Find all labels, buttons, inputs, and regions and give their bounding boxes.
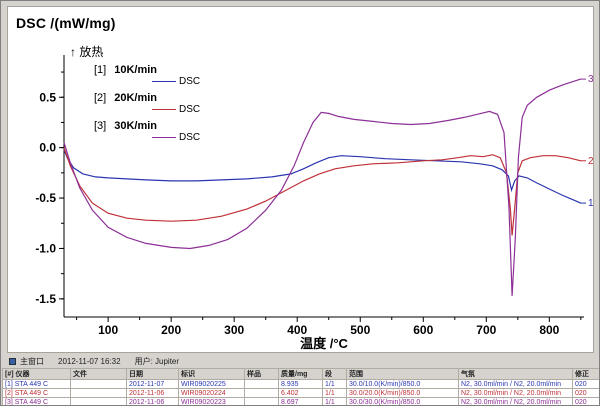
cell-correction: 020 — [572, 379, 599, 389]
cell-instrument: [3] STA 449 C — [2, 397, 71, 405]
exothermic-up-label: ↑ 放热 — [70, 45, 104, 59]
y-tick-label: 0.5 — [39, 90, 56, 104]
cell-mass: 8.935 — [278, 379, 323, 389]
signal-label: DSC — [179, 132, 201, 143]
dsc-curve-3 — [63, 78, 581, 296]
cell-identity: WIR09020224 — [178, 388, 245, 398]
cell-range: 30.0/10.0(K/min)/850.0 — [346, 379, 459, 389]
cell-atmosphere: N2, 30.0ml/min / N2, 20.0ml/min — [458, 379, 573, 389]
signal-label: DSC — [179, 76, 201, 87]
col-segment: 段 — [322, 368, 347, 380]
y-tick-label: -1.5 — [35, 292, 56, 306]
heating-rate: 10K/min — [114, 64, 158, 76]
y-tick-label: -1.0 — [35, 241, 56, 255]
status-timestamp: 2012-11-07 16:32 — [58, 357, 121, 366]
cell-date: 2012-11-07 — [126, 379, 179, 389]
legend-entry-1-title: [1] 10K/min — [94, 64, 270, 76]
col-instrument: [#] 仪器 — [2, 368, 71, 380]
legend-line-swatch — [152, 81, 176, 82]
cell-instrument: [1] STA 449 C — [2, 379, 71, 389]
legend-entry-3-signal: DSC — [152, 132, 270, 143]
cell-sample — [244, 379, 279, 389]
legend-entry-2-signal: DSC — [152, 104, 270, 115]
cell-instrument: [2] STA 449 C — [2, 388, 71, 398]
x-axis-title: 温度 /°C — [300, 336, 348, 351]
cell-file — [70, 397, 127, 405]
cell-file — [70, 388, 127, 398]
measurement-table: [#] 仪器 文件 日期 标识 样品 质量/mg 段 范围 气氛 修正 [1] … — [2, 368, 599, 405]
curve-index: [2] — [94, 92, 107, 104]
heating-rate: 20K/min — [114, 92, 158, 104]
col-file: 文件 — [70, 368, 127, 380]
cell-date: 2012-11-06 — [126, 397, 179, 405]
cell-segment: 1/1 — [322, 379, 347, 389]
cell-atmosphere: N2, 30.0ml/min / N2, 20.0ml/min — [458, 388, 573, 398]
col-identity: 标识 — [178, 368, 245, 380]
curve-index: [1] — [94, 64, 107, 76]
curve-end-label-1: 1 — [588, 198, 594, 209]
cell-range: 30.0/20.0(K/min)/850.0 — [346, 388, 459, 398]
col-correction: 修正 — [572, 368, 599, 380]
status-user: 用户: Jupiter — [134, 357, 180, 366]
x-tick-label: 800 — [539, 323, 559, 337]
table-row-2[interactable]: [2] STA 449 C 2012-11-06 WIR09020224 6.4… — [2, 388, 599, 398]
x-tick-label: 600 — [413, 323, 433, 337]
cell-sample — [244, 397, 279, 405]
cell-correction: 020 — [572, 397, 599, 405]
x-tick-label: 500 — [350, 323, 370, 337]
x-tick-label: 700 — [476, 323, 496, 337]
x-tick-label: 400 — [287, 323, 307, 337]
curve-end-label-3: 3 — [588, 74, 594, 85]
y-tick-label: -0.5 — [35, 191, 56, 205]
x-tick-label: 300 — [224, 323, 244, 337]
cell-identity: WIR09020223 — [178, 397, 245, 405]
dsc-plot: 100 200 300 400 500 600 700 800 温度 /°C 0.5 0.0 -0.5… — [35, 55, 594, 351]
status-bar: 主窗口 2012-11-07 16:32 用户: Jupiter — [7, 356, 595, 367]
legend: [1] 10K/min DSC [2] 20K/min DSC [3] 30K/min — [92, 63, 272, 147]
legend-line-swatch — [152, 137, 176, 138]
window-icon — [9, 358, 16, 365]
cell-identity: WIR09020225 — [178, 379, 245, 389]
cell-correction: 020 — [572, 388, 599, 398]
col-mass: 质量/mg — [278, 368, 323, 380]
curve-end-label-2: 2 — [588, 156, 594, 167]
col-range: 范围 — [346, 368, 459, 380]
legend-line-swatch — [152, 109, 176, 110]
legend-entry-1: [1] 10K/min DSC — [92, 63, 272, 88]
legend-entry-3-title: [3] 30K/min — [94, 120, 270, 132]
table-header-row: [#] 仪器 文件 日期 标识 样品 质量/mg 段 范围 气氛 修正 — [2, 368, 599, 380]
cell-file — [70, 379, 127, 389]
col-atmosphere: 气氛 — [458, 368, 573, 380]
col-date: 日期 — [126, 368, 179, 380]
legend-entry-2-title: [2] 20K/min — [94, 92, 270, 104]
curve-index: [3] — [94, 120, 107, 132]
cell-date: 2012-11-06 — [126, 388, 179, 398]
cell-segment: 1/1 — [322, 388, 347, 398]
y-tick-label: 0.0 — [39, 141, 56, 155]
dsc-curve-1 — [63, 149, 582, 204]
legend-entry-3: [3] 30K/min DSC — [92, 119, 272, 144]
x-tick-label: 100 — [98, 323, 118, 337]
cell-atmosphere: N2, 30.0ml/min / N2, 20.0ml/min — [458, 397, 573, 405]
heating-rate: 30K/min — [114, 120, 158, 132]
table-row-3[interactable]: [3] STA 449 C 2012-11-06 WIR09020223 8.6… — [2, 397, 599, 405]
cell-range: 30.0/30.0(K/min)/850.0 — [346, 397, 459, 405]
cell-mass: 6.402 — [278, 388, 323, 398]
legend-entry-1-signal: DSC — [152, 76, 270, 87]
status-window-label: 主窗口 — [20, 357, 44, 366]
cell-sample — [244, 388, 279, 398]
x-tick-label: 200 — [161, 323, 181, 337]
legend-entry-2: [2] 20K/min DSC — [92, 91, 272, 116]
y-axis-title: DSC /(mW/mg) — [16, 15, 116, 31]
col-sample: 样品 — [244, 368, 279, 380]
cell-mass: 8.697 — [278, 397, 323, 405]
signal-label: DSC — [179, 104, 201, 115]
table-row-1[interactable]: [1] STA 449 C 2012-11-07 WIR09020225 8.9… — [2, 379, 599, 389]
chart-panel: 100 200 300 400 500 600 700 800 温度 /°C 0.5 0.0 -0.5… — [7, 6, 594, 353]
cell-segment: 1/1 — [322, 397, 347, 405]
